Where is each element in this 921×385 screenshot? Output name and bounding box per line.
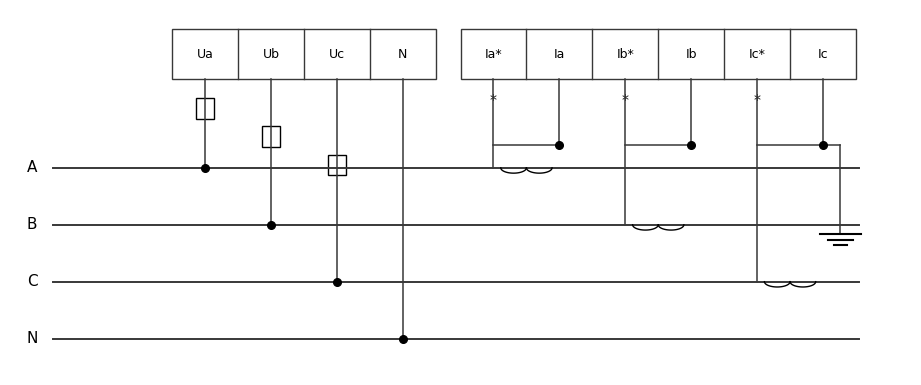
Text: Ia: Ia — [554, 47, 565, 60]
Bar — [196, 98, 215, 119]
Text: Ic: Ic — [818, 47, 828, 60]
Text: B: B — [27, 217, 38, 232]
Text: Ua: Ua — [197, 47, 214, 60]
Text: *: * — [622, 92, 629, 107]
Text: Ic*: Ic* — [749, 47, 765, 60]
Bar — [328, 154, 346, 176]
Text: N: N — [398, 47, 407, 60]
Bar — [262, 126, 280, 147]
Bar — [460, 29, 856, 79]
Text: Ub: Ub — [262, 47, 279, 60]
Text: Ib: Ib — [685, 47, 697, 60]
Text: N: N — [27, 331, 38, 346]
Bar — [172, 29, 436, 79]
Text: Ib*: Ib* — [616, 47, 635, 60]
Text: Ia*: Ia* — [484, 47, 502, 60]
Text: *: * — [490, 92, 497, 107]
Text: C: C — [27, 274, 38, 289]
Text: Uc: Uc — [329, 47, 345, 60]
Text: *: * — [753, 92, 761, 107]
Text: A: A — [27, 160, 37, 175]
